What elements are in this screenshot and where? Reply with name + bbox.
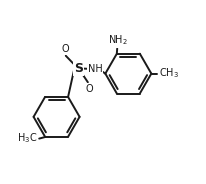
Text: O: O xyxy=(61,44,68,54)
Text: CH$_3$: CH$_3$ xyxy=(158,67,178,81)
Text: NH: NH xyxy=(87,64,102,74)
Text: H$_3$C: H$_3$C xyxy=(17,132,37,146)
Text: O: O xyxy=(85,84,93,94)
Text: S: S xyxy=(73,62,82,75)
Text: NH$_2$: NH$_2$ xyxy=(107,33,127,47)
